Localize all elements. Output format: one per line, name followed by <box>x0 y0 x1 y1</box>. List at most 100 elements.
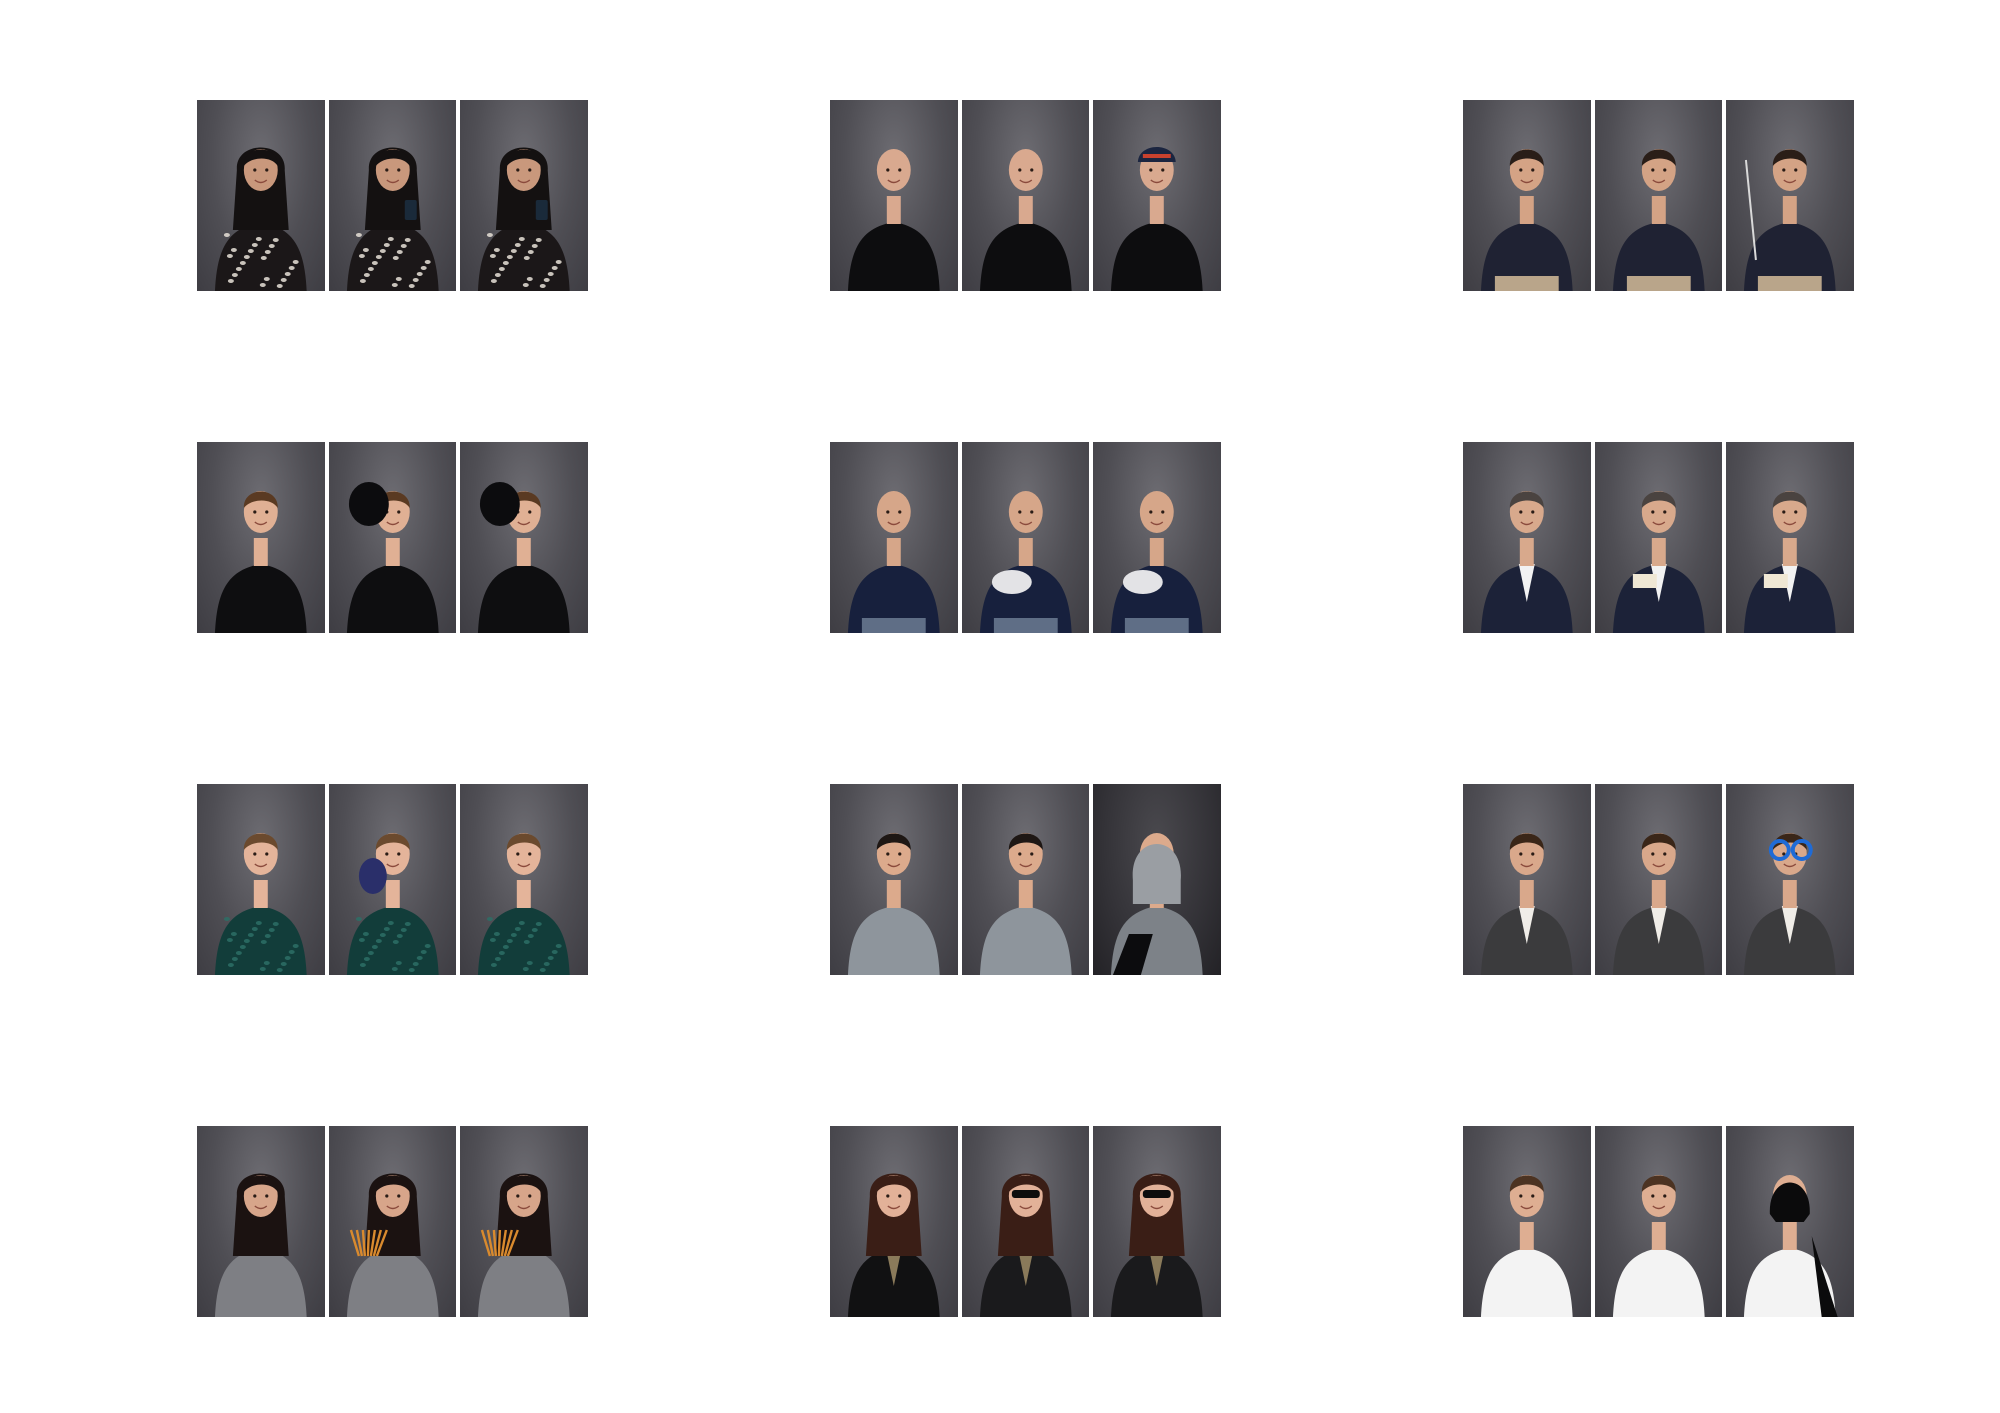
portrait-photo <box>460 100 588 291</box>
portrait-photo <box>197 442 325 633</box>
photo-triptych <box>197 100 588 291</box>
face <box>1008 491 1043 533</box>
torso <box>346 1248 439 1317</box>
portrait-figure <box>478 147 570 291</box>
portrait-photo <box>197 1126 325 1317</box>
portrait-figure <box>1744 491 1836 633</box>
torso <box>478 1248 570 1317</box>
portrait-photo <box>961 100 1090 291</box>
photo-triptych <box>830 784 1221 975</box>
torso <box>478 222 570 291</box>
portrait-figure <box>1480 149 1573 291</box>
portrait-photo <box>1093 100 1221 291</box>
torso <box>214 1248 307 1317</box>
portrait-photo <box>197 100 325 291</box>
portrait-photo <box>1463 784 1591 975</box>
torso <box>979 906 1072 975</box>
torso <box>1480 1248 1573 1317</box>
portrait-figure <box>1111 147 1203 291</box>
portrait-photo <box>1463 1126 1591 1317</box>
portrait-figure <box>214 1173 307 1317</box>
portrait-figure <box>1111 833 1203 975</box>
portrait-photo <box>328 100 457 291</box>
torso <box>214 564 307 633</box>
portrait-photo <box>1093 784 1221 975</box>
photo-triptych <box>197 1126 588 1317</box>
portrait-figure <box>1111 491 1203 633</box>
portrait-photo <box>961 442 1090 633</box>
portrait-figure <box>847 491 940 633</box>
portrait-figure <box>1612 833 1705 975</box>
portrait-figure <box>214 491 307 633</box>
portrait-photo <box>1726 1126 1854 1317</box>
portrait-figure <box>346 147 439 291</box>
portrait-photo <box>961 1126 1090 1317</box>
portrait-figure <box>1480 1175 1573 1317</box>
portrait-photo <box>830 784 958 975</box>
portrait-photo <box>1594 784 1723 975</box>
portrait-photo <box>1594 1126 1723 1317</box>
portrait-photo <box>460 784 588 975</box>
portrait-figure <box>847 149 940 291</box>
torso <box>346 906 439 975</box>
portrait-figure <box>979 149 1072 291</box>
torso <box>478 564 570 633</box>
portrait-photo <box>1594 442 1723 633</box>
torso <box>346 222 439 291</box>
portrait-photo <box>1726 442 1854 633</box>
photo-triptych <box>1463 442 1854 633</box>
photo-triptych <box>197 784 588 975</box>
torso <box>847 906 940 975</box>
torso <box>1111 222 1203 291</box>
torso <box>1744 222 1836 291</box>
portrait-photo <box>961 784 1090 975</box>
torso <box>979 222 1072 291</box>
portrait-photo <box>830 442 958 633</box>
torso <box>1612 222 1705 291</box>
portrait-figure <box>979 833 1072 975</box>
torso <box>1744 1248 1836 1317</box>
portrait-figure <box>1744 1175 1838 1317</box>
photo-triptych <box>1463 784 1854 975</box>
portrait-photo <box>197 784 325 975</box>
portrait-photo <box>328 1126 457 1317</box>
portrait-figure <box>979 491 1072 633</box>
portrait-photo <box>1726 784 1854 975</box>
portrait-photo <box>460 442 588 633</box>
portrait-figure <box>847 833 940 975</box>
portrait-figure <box>979 1173 1072 1317</box>
photo-triptych <box>197 442 588 633</box>
torso <box>847 222 940 291</box>
face <box>876 149 911 191</box>
portrait-figure <box>478 833 570 975</box>
portrait-figure <box>1612 491 1705 633</box>
portrait-figure <box>214 147 307 291</box>
photo-triptych <box>830 100 1221 291</box>
torso <box>214 222 307 291</box>
torso <box>346 564 439 633</box>
portrait-figure <box>1111 1173 1203 1317</box>
portrait-figure <box>1480 833 1573 975</box>
portrait-figure <box>847 1173 940 1317</box>
portrait-photo <box>460 1126 588 1317</box>
photo-triptych <box>1463 1126 1854 1317</box>
portrait-photo <box>830 1126 958 1317</box>
portrait-figure <box>478 482 570 633</box>
torso <box>847 564 940 633</box>
portrait-photo <box>1726 100 1854 291</box>
portrait-photo <box>1594 100 1723 291</box>
portrait-photo <box>1463 442 1591 633</box>
portrait-figure <box>1744 149 1836 291</box>
face <box>876 491 911 533</box>
portrait-photo <box>1093 1126 1221 1317</box>
portrait-figure <box>346 833 439 975</box>
portrait-figure <box>346 1173 439 1317</box>
portrait-figure <box>1480 491 1573 633</box>
portrait-figure <box>1612 1175 1705 1317</box>
portrait-photo <box>328 784 457 975</box>
photo-triptych <box>830 442 1221 633</box>
portrait-figure <box>214 833 307 975</box>
torso <box>214 906 307 975</box>
portrait-photo <box>830 100 958 291</box>
